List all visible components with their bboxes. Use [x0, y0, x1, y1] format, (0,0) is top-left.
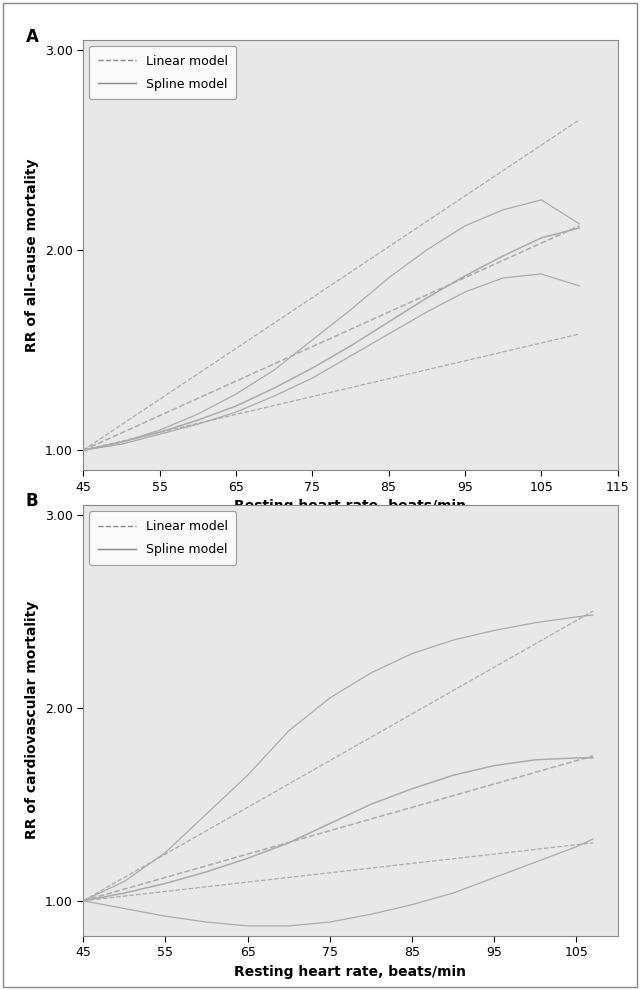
Y-axis label: RR of all-cause mortality: RR of all-cause mortality — [26, 158, 39, 351]
Y-axis label: RR of cardiovascular mortality: RR of cardiovascular mortality — [26, 601, 39, 840]
Legend: Linear model, Spline model: Linear model, Spline model — [90, 46, 236, 99]
Text: A: A — [26, 28, 38, 46]
X-axis label: Resting heart rate, beats/min: Resting heart rate, beats/min — [234, 964, 467, 978]
X-axis label: Resting heart rate, beats/min: Resting heart rate, beats/min — [234, 499, 467, 513]
Text: B: B — [26, 492, 38, 510]
Legend: Linear model, Spline model: Linear model, Spline model — [90, 511, 236, 564]
